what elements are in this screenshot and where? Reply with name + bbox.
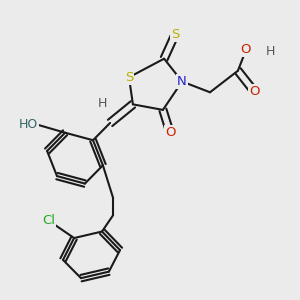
Text: N: N xyxy=(177,75,187,88)
Text: HO: HO xyxy=(19,118,38,131)
Text: H: H xyxy=(97,97,107,110)
Text: O: O xyxy=(165,126,175,139)
Text: S: S xyxy=(171,28,179,41)
Text: Cl: Cl xyxy=(42,214,56,227)
Text: S: S xyxy=(125,71,133,84)
Text: H: H xyxy=(266,45,276,58)
Text: O: O xyxy=(241,44,251,56)
Text: O: O xyxy=(249,85,260,98)
